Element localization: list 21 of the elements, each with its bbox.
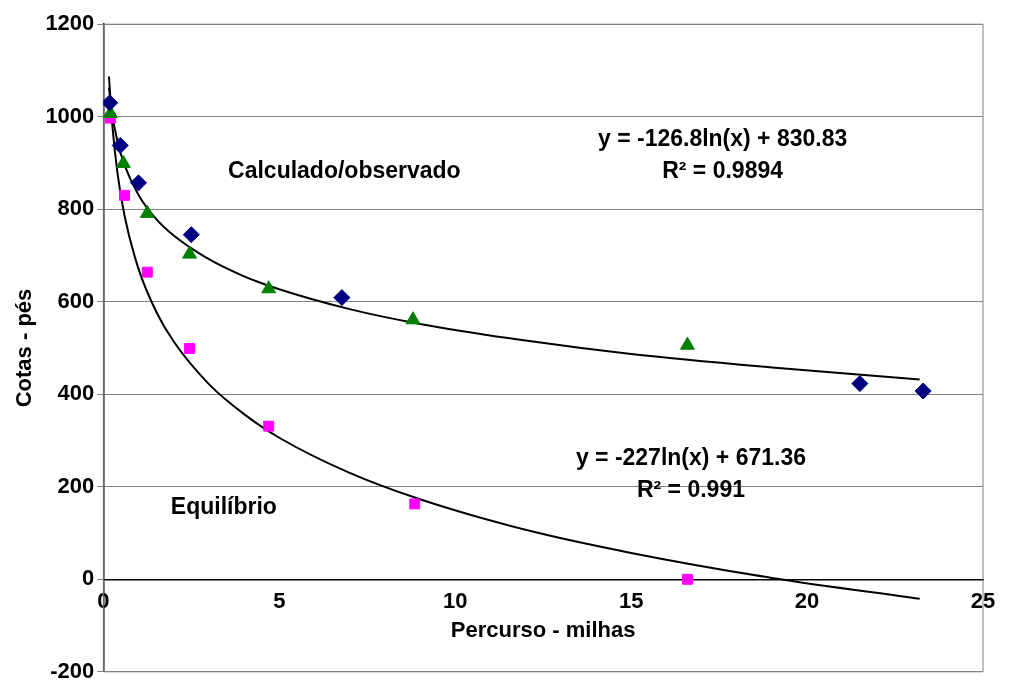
y-tick-label: 200 [57, 472, 95, 498]
y-tick-label: 600 [57, 287, 95, 313]
annotation: R² = 0.9894 [662, 156, 784, 183]
y-tick-label: -200 [50, 657, 95, 683]
annotation: y = -227ln(x) + 671.36 [575, 444, 807, 471]
y-tick-label: 800 [57, 195, 95, 221]
annotation: R² = 0.991 [636, 475, 746, 502]
annotation: Calculado/observado [228, 156, 461, 183]
x-tick-label: 20 [794, 587, 820, 613]
annotation: Equilíbrio [170, 493, 277, 520]
x-tick-label: 25 [970, 587, 996, 613]
y-axis-title: Cotas - pés [11, 288, 37, 408]
y-tick-label: 400 [57, 380, 95, 406]
y-tick-label: 1200 [45, 10, 95, 36]
x-tick-label: 15 [618, 587, 644, 613]
x-axis-title: Percurso - milhas [450, 616, 636, 642]
x-tick-label: 10 [442, 587, 468, 613]
x-tick-label: 5 [273, 587, 286, 613]
y-tick-label: 0 [82, 565, 95, 591]
annotation: y = -126.8ln(x) + 830.83 [597, 124, 848, 151]
y-tick-label: 1000 [45, 102, 95, 128]
